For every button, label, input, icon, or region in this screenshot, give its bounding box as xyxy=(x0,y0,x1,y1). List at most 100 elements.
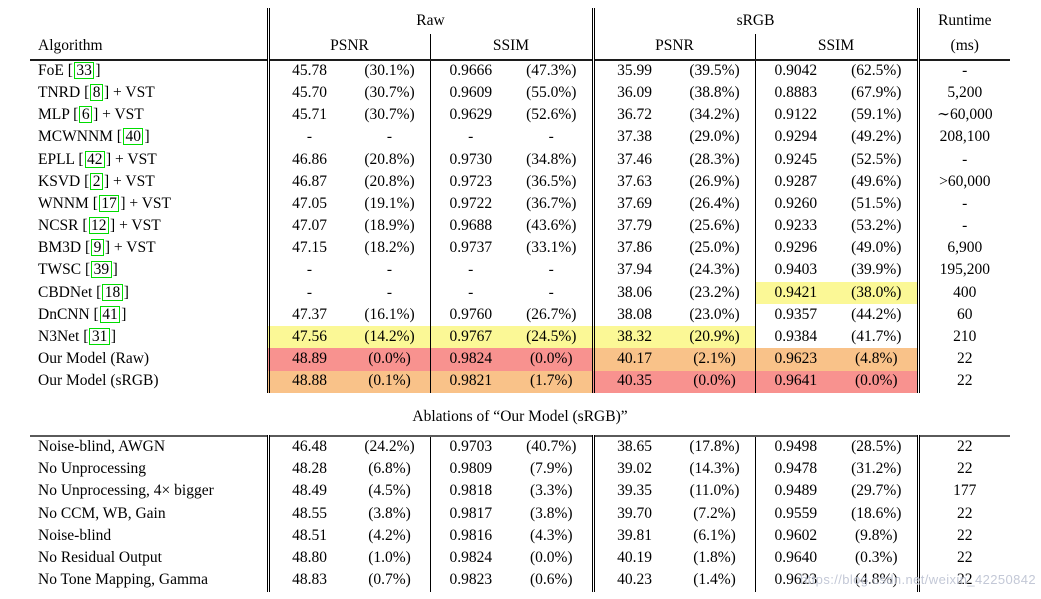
metric-relative-error: (7.9%) xyxy=(529,459,573,477)
metric-value: 0.9357 xyxy=(774,305,818,323)
srgb-psnr-cell: 38.08 (23.0%) xyxy=(591,304,756,327)
algorithm-name: TWSC xyxy=(38,261,82,279)
citation-link[interactable]: 12 xyxy=(88,217,110,235)
table-row: WNNM [17] + VST 47.05 (19.1%) 0.9722 (36.7%)… xyxy=(30,193,1011,216)
algorithm-suffix: + VST xyxy=(109,172,155,190)
srgb-ssim-cell: 0.9122 (59.1%) xyxy=(754,104,919,127)
metric-value: 37.38 xyxy=(617,128,652,146)
runtime-cell: ∼60,000 xyxy=(916,104,1011,127)
metric-relative-error: (0.0%) xyxy=(693,372,736,390)
raw-ssim-cell: 0.9722 (36.7%) xyxy=(429,193,594,216)
metric-relative-error: (59.1%) xyxy=(851,106,902,124)
metric-value: 0.9042 xyxy=(774,62,818,80)
metric-relative-error: (29.0%) xyxy=(689,128,740,146)
table-row: No Residual Output 48.80 (1.0%) 0.9824 (0.0%… xyxy=(30,547,1010,570)
algorithm-name: TNRD xyxy=(38,83,81,101)
table-row: No Unprocessing, 4× bigger 48.49 (4.5%) 0.9… xyxy=(30,480,1010,503)
metric-value: 0.9688 xyxy=(449,217,493,235)
srgb-ssim-cell: 0.9478 (31.2%) xyxy=(754,458,918,481)
srgb-ssim-header: SSIM xyxy=(754,34,919,61)
srgb-ssim-cell: 0.9357 (44.2%) xyxy=(754,304,919,327)
metric-value: 48.89 xyxy=(292,350,327,368)
algorithm-name: NCSR xyxy=(38,217,79,235)
srgb-ssim-cell: 0.9287 (49.6%) xyxy=(754,170,919,194)
metric-value: 46.87 xyxy=(292,172,327,190)
citation-link[interactable]: 33 xyxy=(73,62,95,80)
metric-relative-error: (0.1%) xyxy=(368,372,411,390)
metric-value: 0.9824 xyxy=(449,350,493,368)
raw-ssim-cell: 0.9666 (47.3%) xyxy=(429,60,594,83)
raw-ssim-cell: 0.9723 (36.5%) xyxy=(429,170,594,194)
citation-link[interactable]: 42 xyxy=(84,150,105,168)
srgb-ssim-cell: 0.8883 (67.9%) xyxy=(754,82,919,105)
runtime-cell: 22 xyxy=(916,348,1011,371)
metric-value: 0.9722 xyxy=(449,194,493,212)
table-row: CBDNet [18] - - - -38.06 (23.2%) 0.9421 (38.0%)… xyxy=(30,281,1011,305)
metric-relative-error: (41.7%) xyxy=(851,328,902,346)
raw-group-header: Raw xyxy=(266,8,594,34)
algorithm-name-cell: KSVD [2] + VST xyxy=(38,172,155,190)
citation-link[interactable]: 6 xyxy=(79,106,93,124)
citation-link[interactable]: 17 xyxy=(98,194,120,212)
metric-value: - xyxy=(468,128,474,146)
paper-results-table-region: Raw sRGB Runtime Algorithm PSNR SSIM PSN… xyxy=(30,8,1011,592)
runtime-cell: - xyxy=(916,215,1011,238)
metric-value: - xyxy=(306,261,313,279)
metric-value: 35.99 xyxy=(617,62,652,80)
metric-relative-error: (62.5%) xyxy=(851,62,902,80)
raw-ssim-cell: 0.9824 (0.0%) xyxy=(429,348,594,371)
algorithm-name-cell: Our Model (Raw) xyxy=(30,348,268,370)
algorithm-header-spacer xyxy=(30,8,268,34)
metric-value: 0.9296 xyxy=(774,239,818,257)
metric-value: 47.56 xyxy=(292,328,327,346)
metric-relative-error: (18.6%) xyxy=(851,504,902,522)
metric-relative-error: (47.3%) xyxy=(526,62,577,80)
metric-relative-error: (34.8%) xyxy=(526,150,577,168)
algorithm-name: Our Model (sRGB) xyxy=(38,372,159,390)
srgb-psnr-cell: 39.70 (7.2%) xyxy=(591,502,755,525)
citation-link[interactable]: 9 xyxy=(91,239,104,257)
metric-relative-error: (19.1%) xyxy=(364,194,415,212)
table-row: N3Net [31] 47.56 (14.2%) 0.9767 (24.5%) 38.32… xyxy=(30,326,1011,349)
runtime-unit-header: (ms) xyxy=(916,34,1011,61)
algorithm-suffix: + VST xyxy=(109,83,155,101)
raw-psnr-cell: 48.80 (1.0%) xyxy=(266,547,430,570)
metric-relative-error: (24.2%) xyxy=(364,438,415,456)
metric-relative-error: (20.8%) xyxy=(364,172,415,190)
raw-ssim-cell: 0.9760 (26.7%) xyxy=(429,304,594,327)
runtime-cell: 22 xyxy=(916,370,1011,393)
citation-link[interactable]: 40 xyxy=(122,128,144,146)
citation-link[interactable]: 2 xyxy=(90,172,103,190)
raw-psnr-cell: 47.07 (18.9%) xyxy=(266,215,430,238)
table-row: EPLL [42] + VST 46.86 (20.8%) 0.9730 (34.8%)… xyxy=(30,148,1011,171)
raw-psnr-cell: -- xyxy=(266,126,430,149)
algorithm-suffix: + VST xyxy=(125,194,172,212)
raw-psnr-cell: 48.88 (0.1%) xyxy=(266,370,430,393)
metric-value: 48.88 xyxy=(292,372,327,390)
srgb-ssim-cell: 0.9042 (62.5%) xyxy=(754,60,919,83)
algorithm-name: No Unprocessing xyxy=(38,459,147,477)
citation-link[interactable]: 18 xyxy=(102,283,123,301)
table-row: TNRD [8] + VST 45.70 (30.7%) 0.9609 (55.0%) 3… xyxy=(30,82,1011,105)
srgb-ssim-cell: 0.9640 (0.3%) xyxy=(754,547,918,570)
metric-relative-error: (9.8%) xyxy=(854,526,898,544)
metric-relative-error: (4.8%) xyxy=(854,350,898,368)
metric-relative-error: (26.9%) xyxy=(689,172,740,190)
metric-value: 38.32 xyxy=(617,328,652,346)
runtime-cell: 22 xyxy=(916,569,1010,592)
citation-link[interactable]: 8 xyxy=(90,83,103,101)
srgb-psnr-cell: 40.17 (2.1%) xyxy=(591,348,756,371)
algorithm-suffix: + VST xyxy=(115,217,161,235)
metric-value: 0.9294 xyxy=(774,128,818,146)
citation-link[interactable]: 39 xyxy=(91,261,112,279)
algorithm-name-cell: Our Model (sRGB) xyxy=(30,371,268,393)
metric-relative-error: (0.0%) xyxy=(529,549,573,567)
metric-value: 39.70 xyxy=(617,504,652,522)
citation-link[interactable]: 41 xyxy=(99,305,121,323)
raw-ssim-cell: 0.9730 (34.8%) xyxy=(429,148,594,171)
metric-value: 0.9824 xyxy=(449,549,493,567)
srgb-psnr-cell: 36.72 (34.2%) xyxy=(591,104,756,127)
table-row: NCSR [12] + VST 47.07 (18.9%) 0.9688 (43.6%)… xyxy=(30,215,1011,238)
metric-relative-error: (24.5%) xyxy=(526,328,577,346)
citation-link[interactable]: 31 xyxy=(89,328,110,346)
